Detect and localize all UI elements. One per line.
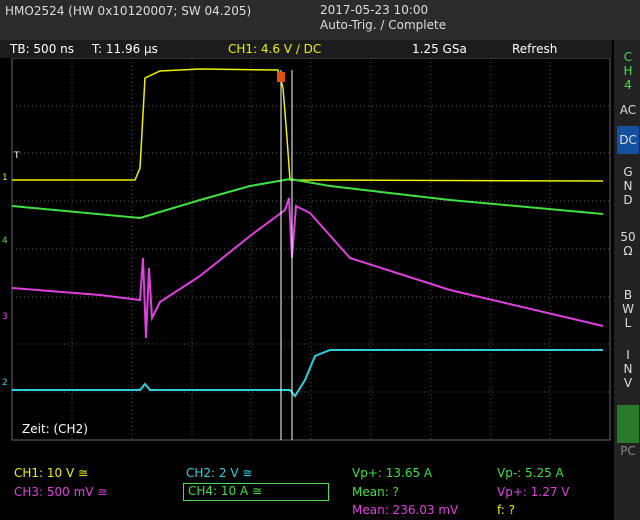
ch1-scale[interactable]: CH1: 10 V ≅ [14,466,89,480]
side-channel: CH4 [623,50,633,92]
status: Auto-Trig. / Complete [320,18,447,32]
ch4-scale[interactable]: CH4: 10 A ≅ [183,483,329,501]
measurement: Vp+: 1.27 V [497,485,570,499]
side-button[interactable]: DC [617,126,639,154]
measurement: Vp+: 13.65 A [352,466,433,480]
ch2-scale[interactable]: CH2: 2 V ≅ [186,466,253,480]
ch1-trace [12,68,604,182]
datetime: 2017-05-23 10:00 [320,3,429,17]
ch4-trace [11,177,604,220]
waveform-display [11,58,611,441]
ch-marker: 3 [2,312,8,322]
side-button[interactable]: GND [623,165,633,207]
measurement: f: ? [497,503,516,517]
measurement: Mean: 236.03 mV [352,503,459,517]
ch-marker: 4 [2,236,8,246]
side-button[interactable]: PC [620,444,636,458]
device-info: HMO2524 (HW 0x10120007; SW 04.205) [5,4,252,18]
ch2-trace [12,349,603,398]
ch-marker: 2 [2,378,8,388]
acq-mode[interactable]: Refresh [512,42,558,56]
plot-label: Zeit: (CH2) [22,422,88,436]
measurement: Mean: ? [352,485,399,499]
trigger-setting[interactable]: CH1: 4.6 V ∕ DC [228,42,322,56]
trigger-time[interactable]: T: 11.96 µs [92,42,158,56]
grid [12,58,610,440]
ch3-scale[interactable]: CH3: 500 mV ≅ [14,485,108,499]
side-button[interactable]: INV [623,348,633,390]
cursor-marker [277,72,285,82]
grid-border [11,58,611,441]
side-button[interactable]: 50 Ω [620,230,636,258]
header-bar [0,0,640,40]
side-button[interactable]: BWL [622,288,634,330]
timebase[interactable]: TB: 500 ns [10,42,74,56]
measurement: Vp-: 5.25 A [497,466,564,480]
sample-rate[interactable]: 1.25 GSa [412,42,467,56]
side-indicator [617,405,639,443]
settings-bar [0,40,612,58]
side-button[interactable]: AC [619,103,637,117]
ch-marker: 1 [2,173,8,183]
trigger-marker: T [14,151,20,161]
ch3-trace [11,197,604,339]
